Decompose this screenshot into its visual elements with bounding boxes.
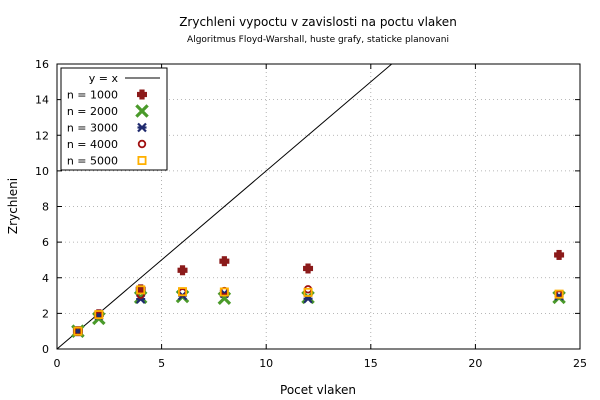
x-tick-label: 5 (158, 357, 165, 370)
legend-label-reference: y = x (89, 72, 119, 85)
data-point-series-4 (136, 290, 145, 299)
data-point-series-5 (219, 287, 229, 297)
data-point-series-1 (303, 263, 314, 274)
data-point-series-1 (177, 265, 188, 276)
data-markers (71, 249, 566, 338)
y-tick-label: 16 (35, 58, 49, 71)
legend: y = x n = 1000 n = 2000 n = 3000 n = 4000 n =… (60, 67, 168, 171)
y-tick-label: 2 (42, 307, 49, 320)
data-point-series-5 (136, 285, 146, 295)
legend-label-series-2: n = 2000 (67, 105, 118, 118)
data-point-series-5 (94, 310, 104, 320)
y-tick-label: 8 (42, 201, 49, 214)
reference-line (56, 63, 393, 350)
data-point-series-5 (73, 326, 83, 336)
x-tick-label: 25 (573, 357, 587, 370)
y-tick-label: 14 (35, 94, 49, 107)
y-tick-label: 6 (42, 236, 49, 249)
legend-label-series-1: n = 1000 (67, 89, 118, 102)
reference-line-y-equals-x (56, 63, 393, 350)
chart-title: Zrychleni vypoctu v zavislosti na poctu … (179, 15, 457, 29)
data-point-series-5 (303, 287, 313, 297)
legend-marker-series-5 (137, 155, 147, 165)
plot-frame (56, 63, 581, 350)
data-point-series-5 (554, 289, 564, 299)
data-point-series-1 (554, 249, 565, 260)
tick-labels: 0 5 10 15 20 25 0 2 4 6 8 10 12 14 16 (35, 58, 587, 370)
chart-subtitle: Algoritmus Floyd-Warshall, huste grafy, … (187, 35, 449, 45)
legend-box (60, 67, 168, 171)
x-tick-label: 15 (364, 357, 378, 370)
legend-marker-series-3 (137, 122, 147, 133)
legend-label-series-4: n = 4000 (67, 138, 118, 151)
legend-marker-series-4 (137, 139, 147, 149)
legend-marker-series-1 (137, 89, 147, 100)
x-tick-label: 20 (468, 357, 482, 370)
x-tick-label: 0 (54, 357, 61, 370)
legend-marker-series-2 (135, 104, 149, 118)
data-point-series-5 (178, 287, 188, 297)
x-tick-label: 10 (259, 357, 273, 370)
y-tick-label: 12 (35, 129, 49, 142)
y-axis-label: Zrychleni (6, 178, 20, 234)
y-tick-label: 0 (42, 343, 49, 356)
legend-label-series-3: n = 3000 (67, 122, 118, 135)
data-point-series-1 (219, 256, 230, 267)
data-point-series-1 (135, 284, 146, 295)
y-tick-label: 10 (35, 165, 49, 178)
y-tick-label: 4 (42, 272, 49, 285)
legend-label-series-5: n = 5000 (67, 155, 118, 168)
x-axis-label: Pocet vlaken (280, 383, 356, 397)
